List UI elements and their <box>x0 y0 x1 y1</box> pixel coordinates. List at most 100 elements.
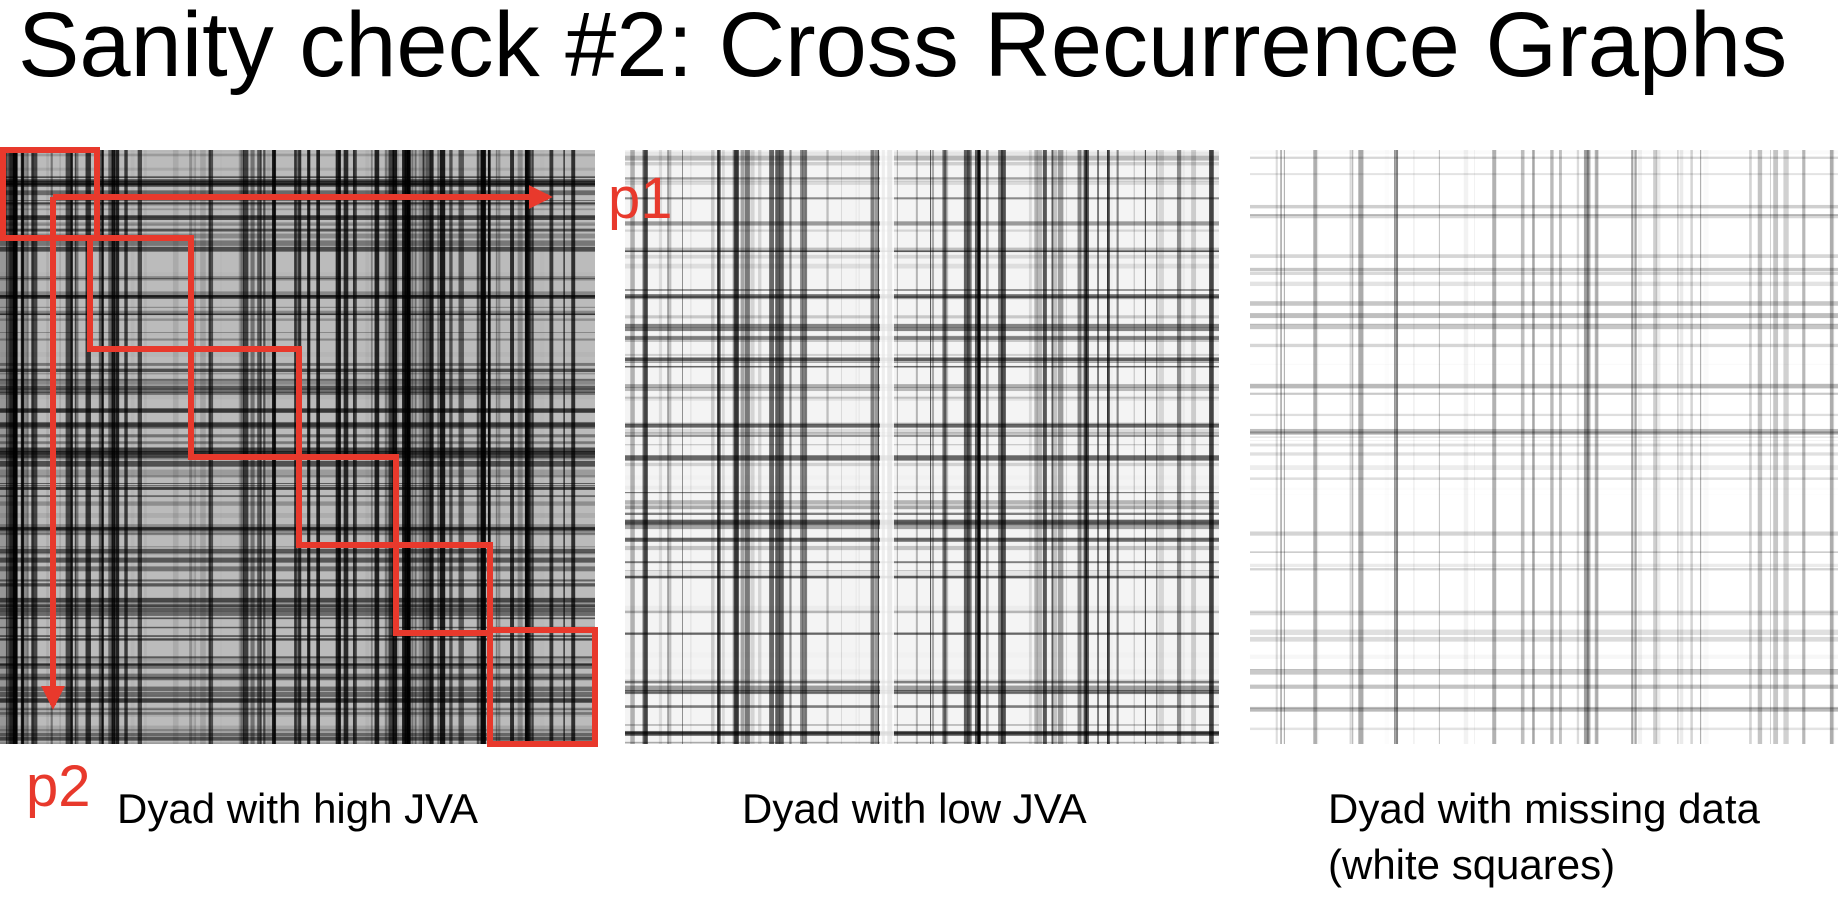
stripe-h <box>625 685 1219 691</box>
stripe-h <box>0 660 595 666</box>
stripe-h <box>0 638 595 641</box>
stripe-h <box>1250 281 1838 287</box>
stripe-v <box>690 150 692 744</box>
stripe-v <box>1631 150 1633 744</box>
stripe-h <box>0 332 595 333</box>
stripe-h <box>1250 669 1838 675</box>
stripe-v <box>200 150 206 744</box>
stripe-v <box>137 150 142 744</box>
stripe-v <box>841 150 842 744</box>
stripe-v <box>525 150 530 744</box>
stripe-h <box>625 680 1219 684</box>
stripe-h <box>625 519 1219 525</box>
stripe-h <box>1250 267 1838 272</box>
stripe-h <box>625 537 1219 542</box>
stripe-v <box>571 150 576 744</box>
stripe-h <box>1250 383 1838 389</box>
stripe-h <box>625 462 1219 467</box>
stripe-v <box>717 150 721 744</box>
stripe-h <box>0 184 595 187</box>
stripe-h <box>0 566 595 572</box>
stripe-h <box>625 428 1219 434</box>
stripe-v <box>395 150 397 744</box>
stripe-h <box>625 197 1219 200</box>
stripe-v <box>1690 150 1693 744</box>
stripe-h <box>1250 431 1838 435</box>
stripe-h <box>1250 611 1838 613</box>
stripe-h <box>0 552 595 556</box>
stripe-v <box>1034 150 1038 744</box>
stripe-h <box>625 221 1219 226</box>
stripe-v <box>411 150 413 744</box>
stripe-v <box>1586 150 1591 744</box>
stripe-v <box>266 150 270 744</box>
stripe-h <box>0 208 595 211</box>
stripe-v <box>1053 150 1058 744</box>
stripe-h <box>625 576 1219 579</box>
stripe-h <box>1250 436 1838 438</box>
stripe-h <box>625 545 1219 551</box>
stripe-v <box>439 150 446 744</box>
stripe-v <box>1351 150 1354 744</box>
stripe-h <box>0 176 595 179</box>
stripe-h <box>625 294 1219 299</box>
stripe-h <box>625 151 1219 155</box>
stripe-v <box>343 150 349 744</box>
stripe-h <box>0 732 595 737</box>
stripe-h <box>625 181 1219 182</box>
stripe-v <box>273 150 277 744</box>
stripe-v <box>438 150 442 744</box>
stripe-h <box>625 395 1219 401</box>
stripe-v <box>1158 150 1164 744</box>
stripe-v <box>1036 150 1042 744</box>
stripe-v <box>942 150 947 744</box>
stripe-v <box>734 150 740 744</box>
stripe-h <box>0 185 595 187</box>
stripe-v <box>1595 150 1599 744</box>
stripe-v <box>71 150 73 744</box>
stripe-v <box>642 150 648 744</box>
stripe-h <box>0 656 595 660</box>
recurrence-plot <box>1250 150 1838 744</box>
recurrence-plots <box>0 150 1838 744</box>
stripe-h <box>0 606 595 612</box>
stripe-v <box>1042 150 1047 744</box>
stripe-v <box>415 150 417 744</box>
stripe-v <box>59 150 61 744</box>
stripe-v <box>1773 150 1779 744</box>
gap <box>880 150 894 744</box>
stripe-v <box>498 150 501 744</box>
stripe-v <box>31 150 34 744</box>
stripe-h <box>0 691 595 697</box>
stripe-h <box>0 179 595 183</box>
stripe-h <box>625 731 1219 735</box>
stripe-v <box>402 150 406 744</box>
stripe-h <box>1250 364 1838 365</box>
stripe-h <box>625 335 1219 340</box>
stripe-v <box>1081 150 1083 744</box>
stripe-h <box>625 570 1219 571</box>
stripe-v <box>740 150 745 744</box>
stripe-v <box>240 150 244 744</box>
stripe-h <box>625 397 1219 399</box>
stripe-v <box>1280 150 1282 744</box>
stripe-v <box>1182 150 1185 744</box>
stripe-v <box>449 150 453 744</box>
stripe-v <box>769 150 775 744</box>
stripe-h <box>0 712 595 717</box>
stripe-h <box>625 263 1219 269</box>
stripe-v <box>101 150 103 744</box>
stripe-v <box>476 150 481 744</box>
stripe-v <box>5 150 7 744</box>
stripe-v <box>1358 150 1364 744</box>
stripe-v <box>999 150 1001 744</box>
stripe-h <box>0 664 595 669</box>
stripe-v <box>65 150 71 744</box>
stripe-v <box>1001 150 1006 744</box>
stripe-v <box>963 150 969 744</box>
stripe-v <box>630 150 635 744</box>
stripe-v <box>258 150 261 744</box>
stripe-h <box>0 338 595 341</box>
stripe-h <box>625 247 1219 252</box>
stripe-v <box>406 150 411 744</box>
